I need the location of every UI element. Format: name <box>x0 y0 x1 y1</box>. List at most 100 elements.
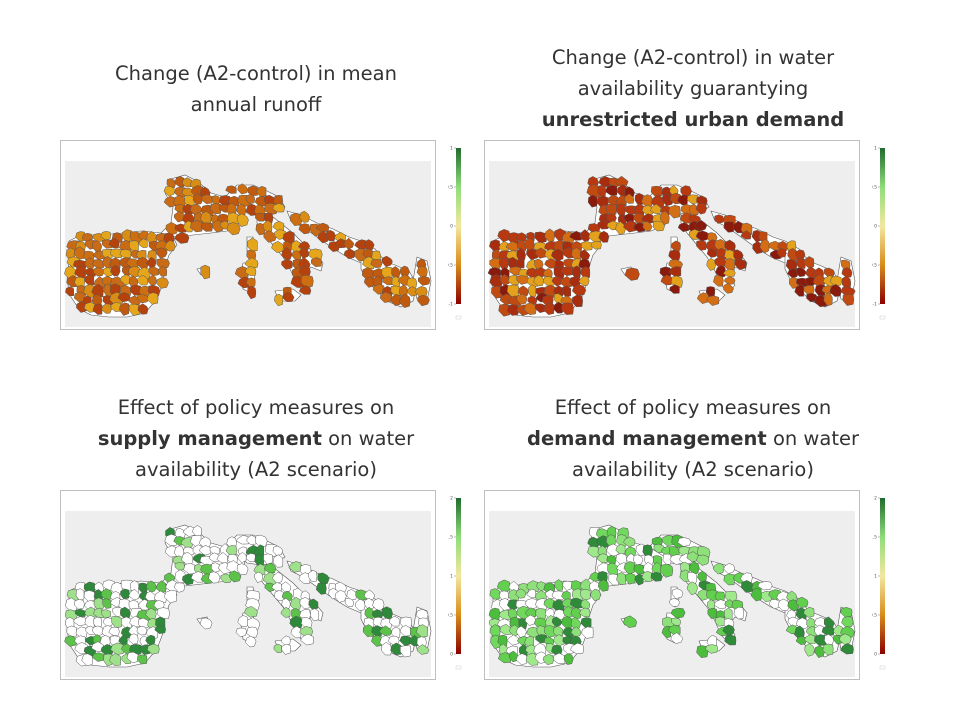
basin-region <box>696 292 710 304</box>
basin-region <box>92 303 103 315</box>
basin-region <box>533 275 545 287</box>
basin-region <box>391 276 401 289</box>
basin-region <box>542 654 554 666</box>
basin-region <box>234 266 249 279</box>
basin-region <box>777 248 787 258</box>
basin-region <box>498 590 510 602</box>
basin-region <box>705 644 718 654</box>
basin-region <box>118 634 128 645</box>
basin-region <box>399 616 412 630</box>
basin-region <box>308 248 323 261</box>
basin-region <box>273 643 282 653</box>
basin-region <box>515 232 527 243</box>
basin-region <box>100 644 114 656</box>
basin-region <box>245 277 256 288</box>
basin-region <box>713 275 724 287</box>
basin-region <box>563 653 574 665</box>
title-text: on water <box>766 427 859 450</box>
basin-region <box>498 257 509 271</box>
basin-region <box>299 625 314 637</box>
basin-region <box>581 626 594 639</box>
basin-region <box>271 572 283 584</box>
basin-region <box>615 221 626 235</box>
basin-region <box>137 654 148 665</box>
basin-region <box>101 303 113 314</box>
basin-region <box>796 257 806 270</box>
basin-region <box>517 285 530 297</box>
basin-region <box>722 624 735 637</box>
basin-region <box>517 239 527 252</box>
legend-colorbar-svg: 2 1.5 1 0.5 0 <box>448 496 462 670</box>
basin-region <box>723 563 735 574</box>
legend-tick-label: -1 <box>449 302 454 308</box>
basin-region <box>108 237 120 249</box>
basin-region <box>381 255 393 268</box>
basin-region <box>821 626 835 636</box>
basin-region <box>806 617 816 629</box>
basin-region <box>308 598 319 610</box>
basin-region <box>590 588 601 602</box>
basin-region <box>280 635 291 646</box>
basin-region <box>199 617 213 630</box>
basin-region <box>289 212 303 226</box>
basin-region <box>280 581 292 593</box>
basin-region <box>145 607 157 620</box>
basin-region <box>624 267 640 281</box>
basin-region <box>363 589 376 600</box>
basin-region <box>220 573 233 584</box>
basin-region <box>551 248 564 262</box>
legend-tick-label: 1.5 <box>872 535 877 541</box>
legend-colorbar-svg: 1 0.5 0 -0.5 -1 <box>448 146 462 320</box>
basin-region <box>650 572 663 582</box>
basin-region <box>543 302 555 315</box>
basin-region <box>551 616 562 627</box>
basin-region <box>244 606 258 618</box>
basin-region <box>623 536 636 547</box>
basin-region <box>712 562 725 575</box>
basin-region <box>156 258 170 270</box>
basin-region <box>247 285 257 300</box>
basin-region <box>616 572 627 586</box>
basin-region <box>786 590 797 603</box>
basin-region <box>118 302 130 316</box>
title-line: Change (A2-control) in mean <box>60 58 452 89</box>
basin-region <box>544 228 556 242</box>
panel-title-urban: Change (A2-control) in water availability… <box>488 42 898 135</box>
basin-region <box>237 552 247 563</box>
basin-region <box>200 211 212 226</box>
basin-region <box>724 258 736 272</box>
basin-region <box>671 617 681 626</box>
basin-region <box>263 212 274 224</box>
basin-region <box>795 635 807 645</box>
title-line: availability (A2 scenario) <box>488 454 898 485</box>
legend-tick-label: 0 <box>874 224 877 230</box>
basin-region <box>572 283 587 297</box>
basin-region <box>163 185 176 197</box>
basin-region <box>498 241 510 253</box>
basin-region <box>415 608 429 620</box>
legend-tick-label: 1.5 <box>448 535 453 541</box>
basin-region <box>794 625 805 640</box>
basin-region <box>695 203 708 215</box>
basin-region <box>723 282 734 294</box>
basin-region <box>527 295 538 305</box>
basin-region <box>91 283 104 299</box>
basin-region <box>372 598 385 611</box>
basin-region <box>311 257 323 267</box>
basin-region <box>515 257 525 269</box>
basin-region <box>580 266 591 280</box>
basin-region <box>100 231 111 241</box>
basin-region <box>300 274 314 289</box>
basin-region <box>624 193 635 204</box>
basin-region <box>823 292 833 307</box>
basin-region <box>723 573 735 586</box>
basin-region <box>634 573 644 586</box>
basin-region <box>842 294 855 306</box>
basin-region <box>225 185 237 194</box>
basin-region <box>74 264 87 279</box>
basin-region <box>254 553 265 567</box>
basin-region <box>84 274 95 286</box>
basin-region <box>200 563 214 576</box>
panel-title-demand: Effect of policy measures on demand manag… <box>488 392 898 485</box>
basin-region <box>209 545 220 555</box>
